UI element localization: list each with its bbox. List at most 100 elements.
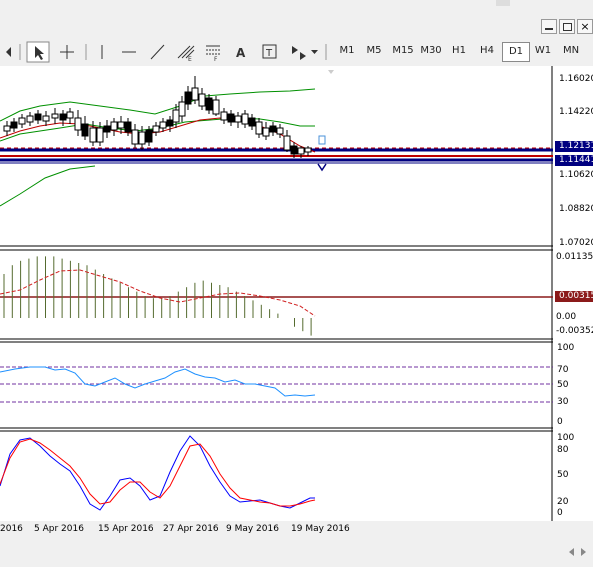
rsi-tick-label: 30 — [557, 397, 569, 407]
candle-body — [276, 127, 284, 135]
scroll-left-icon[interactable] — [569, 548, 574, 556]
price-tick-label: 1.10620 — [559, 170, 593, 180]
trendline-icon[interactable] — [150, 44, 165, 60]
stochastic-signal-line — [0, 438, 316, 507]
candle-body — [138, 131, 146, 145]
candle-body — [159, 121, 167, 129]
candle-body — [172, 109, 180, 123]
rsi-tick-label: 70 — [557, 365, 569, 375]
macd-tick-label: 0.00 — [556, 312, 577, 322]
candle-body — [117, 121, 125, 129]
timeframe-m30[interactable]: M30 — [420, 45, 442, 56]
candle-body — [42, 115, 50, 122]
date-tick-label: 9 May 2016 — [226, 524, 279, 534]
macd-tick-label: -0.00352 — [556, 326, 593, 336]
minimize-button[interactable] — [541, 19, 557, 34]
scroll-right-icon[interactable] — [581, 548, 586, 556]
candle-body — [74, 117, 82, 131]
candle-body — [81, 123, 89, 137]
candle-body — [26, 115, 34, 123]
stochastic-tick-label: 100 — [557, 433, 575, 443]
candle-body — [96, 127, 104, 143]
stochastic-tick-label: 20 — [557, 497, 569, 507]
candle-body — [220, 111, 228, 121]
price-tick-label: 1.07020 — [559, 238, 593, 248]
price-tick-label: 1.08820 — [559, 204, 593, 214]
window-control-edge — [496, 0, 510, 6]
price-tick-label: 1.14220 — [559, 107, 593, 117]
arrows-shape-icon[interactable] — [292, 46, 318, 60]
candle-body — [290, 145, 298, 155]
restore-button[interactable] — [559, 19, 575, 34]
svg-text:T: T — [265, 48, 273, 59]
candle-body — [241, 113, 249, 125]
up-arrow-marker — [318, 135, 326, 145]
drawing-toolbar: E F A T — [0, 38, 593, 66]
price-chart-svg[interactable] — [0, 66, 553, 521]
timeframe-mn[interactable]: MN — [562, 45, 580, 56]
candle-body — [152, 125, 160, 133]
toolbar-arrow-left-icon[interactable] — [6, 47, 11, 57]
text-label-icon[interactable]: T — [262, 44, 277, 59]
close-icon: × — [580, 20, 590, 33]
lower-band — [0, 165, 96, 207]
candle-body — [124, 121, 132, 133]
timeframe-m15[interactable]: M15 — [392, 45, 414, 56]
candle-body — [10, 121, 18, 129]
price-tick-label: 1.11441 — [555, 155, 593, 166]
svg-text:F: F — [214, 56, 218, 63]
date-tick-label: 5 Apr 2016 — [34, 524, 84, 534]
timeframe-w1[interactable]: W1 — [534, 45, 552, 56]
timeframe-m5[interactable]: M5 — [366, 45, 382, 56]
date-tick-label: 19 May 2016 — [291, 524, 350, 534]
price-axis: 1.16020 1.14220 1.12131 1.11441 1.10620 1.088… — [553, 66, 593, 521]
candle-body — [297, 147, 305, 155]
candle-body — [184, 91, 192, 105]
rsi-tick-label: 50 — [557, 380, 569, 390]
channel-icon[interactable]: E — [177, 45, 195, 63]
stochastic-main-line — [0, 435, 315, 511]
text-tool-icon[interactable]: A — [236, 46, 246, 60]
down-arrow-marker — [317, 163, 327, 172]
candle-body — [191, 87, 199, 101]
candle-body — [205, 97, 213, 111]
candle-body — [248, 117, 256, 127]
candle-body — [304, 147, 312, 153]
candle-body — [166, 119, 174, 127]
candle-body — [34, 113, 42, 121]
candle-body — [145, 129, 153, 143]
stochastic-tick-label: 0 — [557, 508, 563, 518]
date-tick-label: 15 Apr 2016 — [98, 524, 154, 534]
candle-body — [66, 111, 74, 119]
chart-area[interactable] — [0, 66, 553, 521]
fibonacci-icon[interactable]: F — [206, 45, 220, 63]
candle-body — [89, 127, 97, 143]
stochastic-tick-label: 50 — [557, 470, 569, 480]
bottom-bar — [0, 540, 593, 563]
stochastic-tick-label: 80 — [557, 445, 569, 455]
timeframe-m1[interactable]: M1 — [339, 45, 355, 56]
candle-body — [3, 125, 11, 132]
candle-body — [178, 101, 186, 117]
candle-body — [51, 113, 59, 119]
timeframe-d1[interactable]: D1 — [502, 42, 530, 62]
close-button[interactable]: × — [577, 19, 593, 34]
minimize-icon — [545, 28, 553, 30]
cursor-icon — [35, 46, 44, 60]
candle-body — [283, 135, 291, 151]
price-tick-label: 1.12131 — [555, 141, 593, 152]
upper-band — [0, 88, 316, 122]
crosshair-icon[interactable] — [60, 45, 74, 59]
macd-tick-label: 0.003150 — [555, 291, 593, 302]
restore-icon — [563, 23, 572, 31]
timeframe-h4[interactable]: H4 — [480, 45, 494, 56]
candle-body — [18, 117, 26, 125]
candle-body — [234, 115, 242, 123]
rsi-line — [0, 366, 316, 397]
candle-body — [103, 125, 111, 133]
candle-body — [269, 125, 277, 133]
candle-body — [198, 93, 206, 107]
price-tick-label: 1.16020 — [559, 74, 593, 84]
macd-signal-line — [0, 269, 316, 317]
timeframe-h1[interactable]: H1 — [452, 45, 466, 56]
